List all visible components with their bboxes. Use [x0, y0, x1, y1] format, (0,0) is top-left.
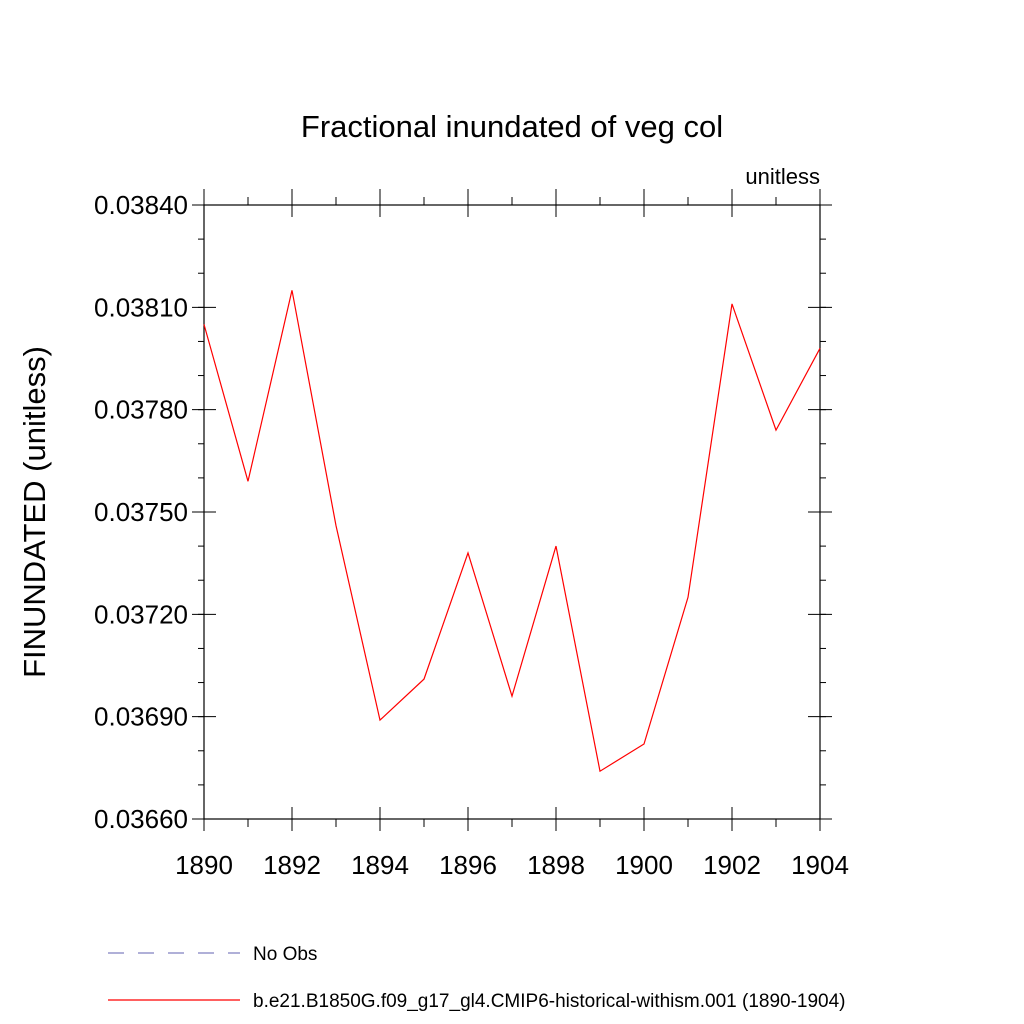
legend: No Obs b.e21.B1850G.f09_g17_gl4.CMIP6-his…	[108, 944, 846, 1012]
y-tick-label: 0.03810	[94, 292, 188, 322]
y-tick-label: 0.03720	[94, 599, 188, 629]
chart-title: Fractional inundated of veg col	[301, 109, 723, 144]
x-tick-label: 1892	[263, 850, 321, 880]
series-line	[203, 290, 821, 773]
series-layer	[203, 290, 821, 773]
x-tick-label: 1896	[439, 850, 497, 880]
y-tick-label: 0.03690	[94, 702, 188, 732]
x-tick-label: 1904	[791, 850, 849, 880]
x-axis-ticks: 1890 1892 1894 1896 1898 1900 1902 1904	[175, 189, 849, 880]
x-tick-label: 1894	[351, 850, 409, 880]
x-tick-label: 1902	[703, 850, 761, 880]
y-axis-ticks: 0.03660 0.03690 0.03720 0.03750 0.03780 0.038…	[94, 190, 832, 834]
x-tick-label: 1898	[527, 850, 585, 880]
legend-label: No Obs	[253, 944, 317, 965]
y-tick-label: 0.03660	[94, 804, 188, 834]
units-label: unitless	[745, 164, 820, 189]
y-tick-label: 0.03780	[94, 395, 188, 425]
plot-frame	[203, 204, 821, 820]
y-axis-label: FINUNDATED (unitless)	[17, 346, 52, 678]
x-tick-label: 1890	[175, 850, 233, 880]
legend-label: b.e21.B1850G.f09_g17_gl4.CMIP6-historica…	[253, 991, 846, 1012]
y-tick-label: 0.03840	[94, 190, 188, 220]
x-tick-label: 1900	[615, 850, 673, 880]
y-tick-label: 0.03750	[94, 497, 188, 527]
